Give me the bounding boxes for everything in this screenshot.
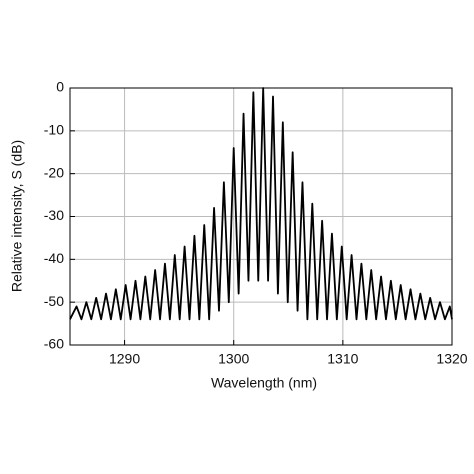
x-tick-label: 1310 (327, 351, 358, 367)
y-tick-label: -30 (44, 207, 64, 223)
y-tick-label: -20 (44, 164, 64, 180)
y-axis-label: Relative intensity, S (dB) (9, 140, 25, 292)
y-tick-label: -10 (44, 122, 64, 138)
y-tick-label: -40 (44, 250, 64, 266)
x-tick-label: 1290 (109, 351, 140, 367)
x-axis-label: Wavelength (nm) (211, 375, 317, 391)
x-tick-label: 1320 (436, 351, 467, 367)
y-tick-label: -50 (44, 293, 64, 309)
plot-frame (69, 87, 453, 346)
y-tick-label: -60 (44, 336, 64, 352)
y-tick-label: 0 (56, 79, 64, 95)
spectrum-line (69, 87, 453, 321)
x-tick-label: 1300 (218, 351, 249, 367)
